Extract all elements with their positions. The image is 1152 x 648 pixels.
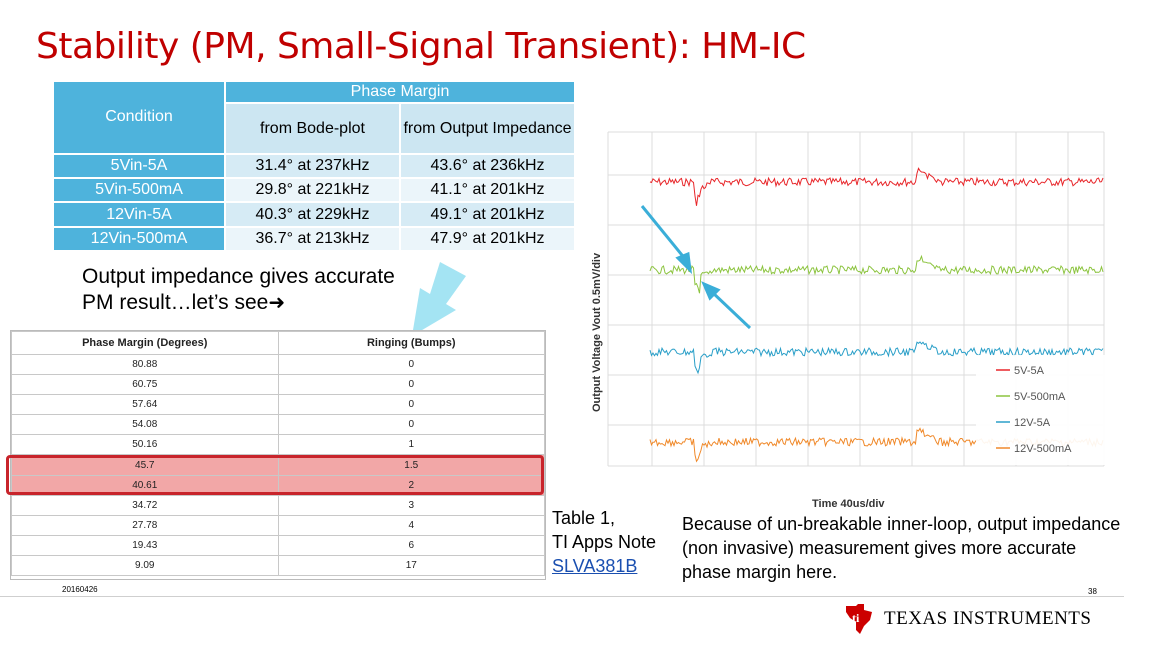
logo-text: TEXAS INSTRUMENTS — [884, 608, 1092, 629]
table-row: 45.7 1.5 — [11, 454, 545, 476]
legend-entry: 5V-500mA — [1014, 391, 1066, 403]
oscilloscope-plot: Output Voltage Vout 0.5mV/div Time 40us/… — [591, 131, 1106, 510]
pm-cell: 54.08 — [11, 414, 279, 436]
pm-cell: 34.72 — [11, 494, 279, 516]
trace-5v-500ma — [649, 254, 1104, 294]
table-row: 54.08 0 — [11, 414, 545, 436]
table-row: 12Vin-5A 40.3° at 229kHz 49.1° at 201kHz — [52, 201, 576, 228]
impedance-cell: 47.9° at 201kHz — [399, 225, 576, 253]
legend: 5V-5A 5V-500mA 12V-5A 12V-500mA — [976, 355, 1106, 465]
pm-cell: 60.75 — [11, 374, 279, 396]
bode-cell: 36.7° at 213kHz — [224, 225, 401, 253]
footer-divider — [0, 596, 1124, 597]
table-reference: Table 1, TI Apps Note SLVA381B — [552, 506, 656, 578]
ringing-cell: 1 — [277, 434, 545, 456]
ringing-cell: 6 — [277, 534, 545, 556]
legend-entry: 12V-5A — [1014, 417, 1051, 429]
ringing-cell: 2 — [277, 474, 545, 496]
ringing-cell: 0 — [277, 414, 545, 436]
y-axis-label: Output Voltage Vout 0.5mV/div — [591, 252, 603, 412]
highlight-box — [6, 455, 544, 495]
app-note-link[interactable]: SLVA381B — [552, 556, 638, 576]
table-row: 19.43 6 — [11, 534, 545, 556]
note-line-1: Output impedance gives accurate — [82, 265, 395, 288]
table-row: 34.72 3 — [11, 494, 545, 516]
impedance-cell: 41.1° at 201kHz — [399, 177, 576, 204]
bode-cell: 31.4° at 237kHz — [224, 152, 401, 180]
table-row: 12Vin-500mA 36.7° at 213kHz 47.9° at 201… — [52, 225, 576, 253]
ringing-cell: 0 — [277, 374, 545, 396]
table-ref-line-2: TI Apps Note — [552, 532, 657, 552]
ringing-table-image: Phase Margin (Degrees) Ringing (Bumps) 8… — [10, 330, 546, 580]
ringing-cell: 3 — [277, 494, 545, 516]
pm-cell: 50.16 — [11, 434, 279, 456]
impedance-cell: 43.6° at 236kHz — [399, 152, 576, 180]
ringing-cell: 17 — [277, 554, 545, 577]
date-label: 20160426 — [62, 585, 98, 594]
legend-entry: 5V-5A — [1014, 365, 1045, 377]
page-title: Stability (PM, Small-Signal Transient): … — [36, 26, 806, 67]
table-row: 50.16 1 — [11, 434, 545, 456]
ringing-cell: 0 — [277, 353, 545, 376]
ringing-cell: 0 — [277, 394, 545, 416]
bode-header: from Bode-plot — [224, 102, 401, 155]
callout-arrows — [640, 205, 752, 330]
table-row: 5Vin-500mA 29.8° at 221kHz 41.1° at 201k… — [52, 177, 576, 204]
condition-cell: 5Vin-5A — [52, 152, 226, 180]
table-row: 27.78 4 — [11, 514, 545, 536]
condition-cell: 5Vin-500mA — [52, 177, 226, 204]
texas-instruments-logo-icon: ti — [846, 604, 872, 634]
ringing-cell: 4 — [277, 514, 545, 536]
trace-12v-5a — [649, 341, 1104, 375]
impedance-cell: 49.1° at 201kHz — [399, 201, 576, 228]
page-number: 38 — [1088, 587, 1097, 596]
table-row: 5Vin-5A 31.4° at 237kHz 43.6° at 236kHz — [52, 152, 576, 180]
bode-cell: 29.8° at 221kHz — [224, 177, 401, 204]
trace-5v-5a — [649, 167, 1104, 206]
impedance-header: from Output Impedance — [399, 102, 576, 155]
phase-margin-table: Condition Phase Margin from Bode-plot fr… — [52, 79, 576, 253]
explanation-text: Because of un-breakable inner-loop, outp… — [682, 514, 1121, 582]
column-header: Ringing (Bumps) — [277, 331, 545, 355]
table-row: 9.09 17 — [11, 554, 545, 577]
pm-cell: 40.61 — [11, 474, 279, 496]
table-row: 57.64 0 — [11, 394, 545, 416]
bode-cell: 40.3° at 229kHz — [224, 201, 401, 228]
pm-cell: 27.78 — [11, 514, 279, 536]
pm-cell: 19.43 — [11, 534, 279, 556]
condition-cell: 12Vin-5A — [52, 201, 226, 228]
note-text: Output impedance gives accurate PM resul… — [82, 264, 395, 316]
right-arrow-icon: ➜ — [268, 292, 286, 314]
down-arrow-icon — [412, 262, 466, 336]
table-row: 40.61 2 — [11, 474, 545, 496]
condition-header: Condition — [52, 80, 226, 155]
table-row: 60.75 0 — [11, 374, 545, 396]
pm-cell: 57.64 — [11, 394, 279, 416]
column-header: Phase Margin (Degrees) — [11, 331, 279, 355]
note-line-2: PM result…let’s see — [82, 291, 269, 314]
table-row: 80.88 0 — [11, 353, 545, 376]
plot-grid — [607, 131, 1105, 467]
condition-cell: 12Vin-500mA — [52, 225, 226, 253]
pm-cell: 80.88 — [11, 353, 279, 376]
pm-cell: 9.09 — [11, 554, 279, 577]
phase-margin-header: Phase Margin — [224, 79, 576, 105]
legend-entry: 12V-500mA — [1014, 443, 1072, 455]
x-axis-label: Time 40us/div — [812, 498, 885, 510]
table-ref-line-1: Table 1, — [552, 508, 616, 528]
ringing-table: Phase Margin (Degrees) Ringing (Bumps) 8… — [11, 331, 545, 577]
svg-text:ti: ti — [852, 611, 860, 625]
